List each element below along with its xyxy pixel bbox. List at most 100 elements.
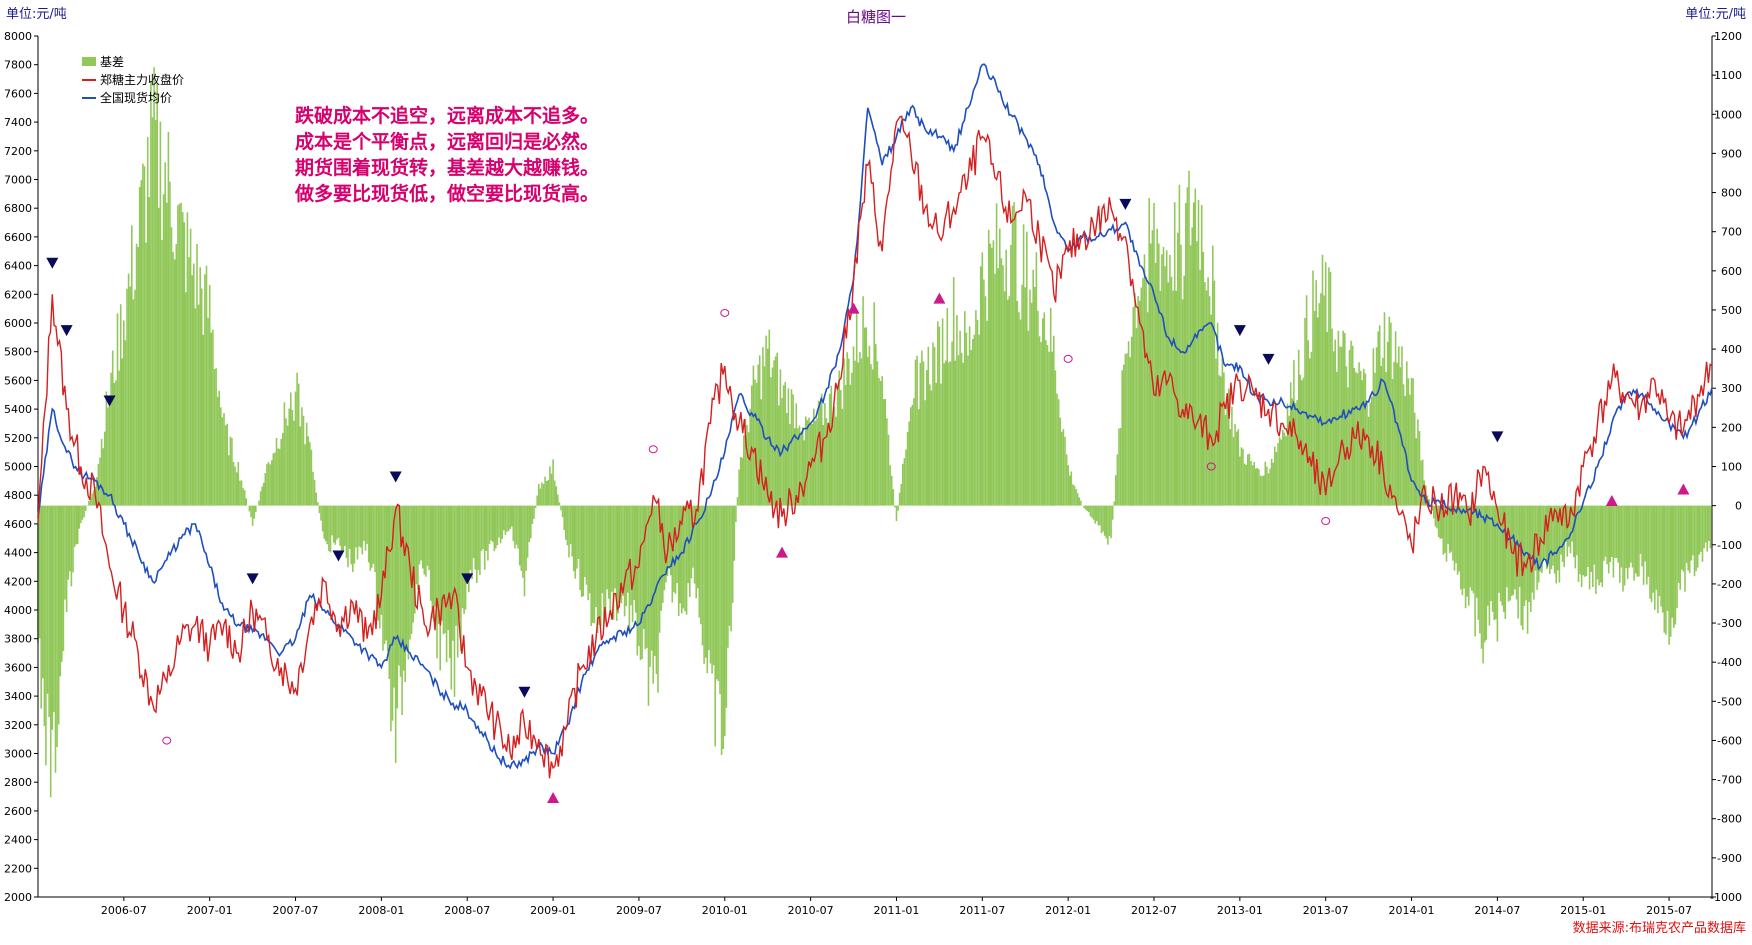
- x-tick-label: 2011-07: [959, 904, 1005, 917]
- x-tick-label: 2007-07: [273, 904, 319, 917]
- sell-signal-marker: [1491, 431, 1504, 443]
- right-tick-label: 500: [1721, 304, 1742, 317]
- left-tick-label: 7200: [4, 145, 32, 158]
- right-tick-label: 100: [1721, 461, 1742, 474]
- price-lines-layer: [37, 63, 1713, 779]
- left-tick-label: 4800: [4, 489, 32, 502]
- right-tick-label: -500: [1717, 695, 1742, 708]
- left-unit-label: 单位:元/吨: [6, 7, 67, 22]
- x-tick-label: 2009-01: [530, 904, 576, 917]
- left-tick-label: 5800: [4, 346, 32, 359]
- annotation-line-1: 跌破成本不追空，远离成本不追多。: [295, 104, 599, 127]
- left-tick-label: 3600: [4, 661, 32, 674]
- x-tick-label: 2012-07: [1131, 904, 1177, 917]
- right-tick-label: 600: [1721, 265, 1742, 278]
- x-tick-label: 2006-07: [101, 904, 147, 917]
- annotation-line-4: 做多要比现货低，做空要比现货高。: [294, 182, 599, 205]
- buy-signal-marker: [776, 546, 788, 558]
- left-tick-label: 6400: [4, 260, 32, 273]
- x-tick-label: 2011-01: [873, 904, 919, 917]
- left-tick-label: 4200: [4, 575, 32, 588]
- left-tick-label: 6000: [4, 317, 32, 330]
- basis-area-layer: [37, 67, 1712, 798]
- left-tick-label: 3200: [4, 719, 32, 732]
- futures-price-line: [37, 115, 1713, 779]
- left-tick-label: 8000: [4, 30, 32, 43]
- left-tick-label: 2800: [4, 776, 32, 789]
- right-tick-label: 1000: [1714, 108, 1742, 121]
- x-tick-label: 2008-01: [358, 904, 404, 917]
- left-tick-label: 5000: [4, 461, 32, 474]
- sell-signal-marker: [518, 686, 531, 698]
- x-tick-label: 2015-07: [1646, 904, 1692, 917]
- right-tick-label: 200: [1721, 421, 1742, 434]
- right-tick-label: 300: [1721, 382, 1742, 395]
- right-tick-label: 700: [1721, 226, 1742, 239]
- annotation-line-3: 期货围着现货转，基差越大越赚钱。: [295, 156, 599, 179]
- x-tick-label: 2010-01: [702, 904, 748, 917]
- x-tick-label: 2015-01: [1560, 904, 1606, 917]
- left-tick-label: 2000: [4, 891, 32, 904]
- left-tick-label: 2200: [4, 862, 32, 875]
- left-tick-label: 4000: [4, 604, 32, 617]
- left-tick-label: 3000: [4, 748, 32, 761]
- left-tick-label: 2600: [4, 805, 32, 818]
- x-tick-label: 2008-07: [444, 904, 490, 917]
- x-tick-label: 2013-01: [1217, 904, 1263, 917]
- right-tick-label: -1000: [1710, 891, 1742, 904]
- right-tick-label: -700: [1717, 774, 1742, 787]
- left-tick-label: 6200: [4, 288, 32, 301]
- x-tick-label: 2012-01: [1045, 904, 1091, 917]
- buy-signal-marker: [1677, 483, 1690, 495]
- chart-title: 白糖图一: [846, 8, 906, 26]
- left-tick-label: 7000: [4, 174, 32, 187]
- right-tick-label: 1100: [1714, 69, 1742, 82]
- sell-signal-marker: [1119, 198, 1132, 210]
- right-tick-label: -200: [1717, 578, 1742, 591]
- sell-signal-marker: [103, 395, 116, 407]
- buy-signal-marker: [847, 302, 860, 314]
- right-tick-label: -600: [1717, 734, 1742, 747]
- x-tick-label: 2009-07: [616, 904, 662, 917]
- sell-signal-marker: [1262, 353, 1275, 365]
- left-tick-label: 7400: [4, 116, 32, 129]
- sell-signal-marker: [332, 550, 345, 562]
- legend-swatch-basis: [82, 57, 96, 66]
- right-tick-label: -400: [1717, 656, 1742, 669]
- left-tick-label: 6800: [4, 202, 32, 215]
- right-tick-label: -100: [1717, 539, 1742, 552]
- left-tick-label: 7600: [4, 87, 32, 100]
- axes-layer: 2000220024002600280030003200340036003800…: [4, 30, 1742, 917]
- left-tick-label: 3400: [4, 690, 32, 703]
- x-tick-label: 2014-07: [1474, 904, 1520, 917]
- circle-marker: [720, 308, 730, 317]
- right-tick-label: 900: [1721, 147, 1742, 160]
- x-tick-label: 2010-07: [788, 904, 834, 917]
- left-tick-label: 7800: [4, 59, 32, 72]
- right-tick-label: -900: [1717, 852, 1742, 865]
- circle-marker: [1063, 354, 1073, 363]
- left-tick-label: 5600: [4, 374, 32, 387]
- right-tick-label: 400: [1721, 343, 1742, 356]
- right-unit-label: 单位:元/吨: [1685, 7, 1746, 22]
- legend-label-spot: 全国现货均价: [100, 90, 172, 105]
- sell-signal-marker: [246, 573, 259, 585]
- x-tick-label: 2007-01: [187, 904, 233, 917]
- left-tick-label: 3800: [4, 633, 32, 646]
- legend: 基差 郑糖主力收盘价 全国现货均价: [82, 55, 184, 105]
- circle-marker: [1206, 462, 1216, 471]
- right-tick-label: -800: [1717, 813, 1742, 826]
- left-tick-label: 2400: [4, 834, 32, 847]
- legend-label-futures: 郑糖主力收盘价: [100, 72, 184, 87]
- left-tick-label: 4600: [4, 518, 32, 531]
- sell-signal-marker: [389, 471, 402, 483]
- sell-signal-marker: [60, 325, 73, 337]
- left-tick-label: 5400: [4, 403, 32, 416]
- circle-marker: [648, 445, 658, 454]
- data-source-label: 数据来源:布瑞克农产品数据库: [1573, 920, 1746, 936]
- buy-signal-marker: [1605, 494, 1618, 506]
- buy-signal-marker: [933, 292, 946, 304]
- right-tick-label: 0: [1735, 500, 1742, 513]
